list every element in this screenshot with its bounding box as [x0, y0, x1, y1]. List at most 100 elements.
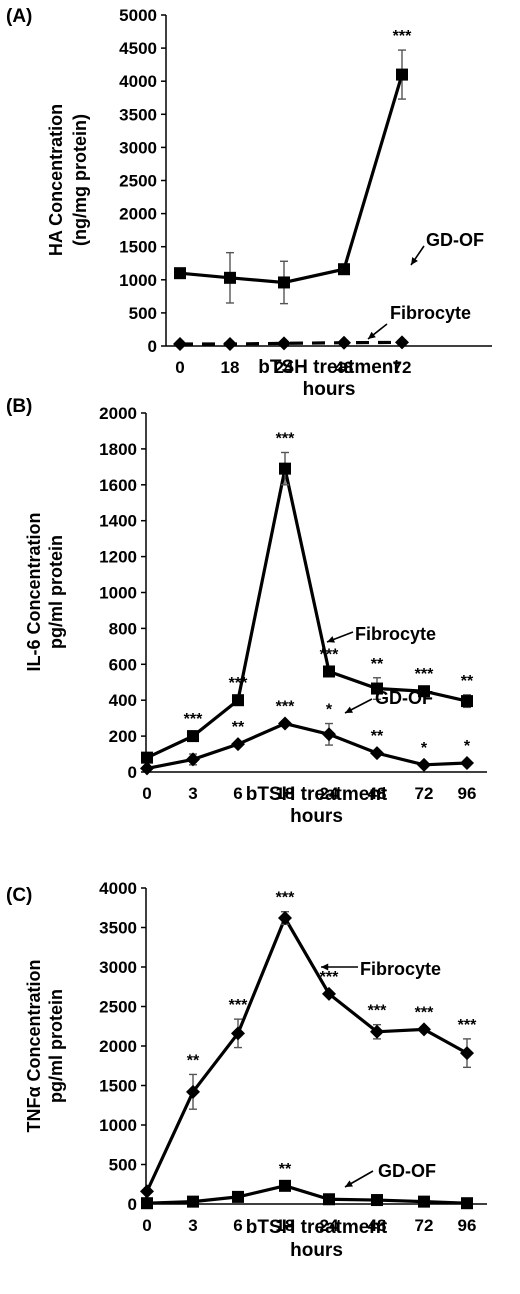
y-tick-label: 0 [128, 1195, 137, 1214]
data-point [232, 1190, 244, 1203]
panel-label: (A) [6, 6, 32, 27]
data-point [141, 1197, 153, 1210]
data-point [141, 751, 153, 764]
x-axis-label: bTSH treatment [246, 1217, 388, 1238]
annotation-arrowhead [345, 1180, 353, 1187]
data-point [370, 1024, 384, 1039]
data-point [461, 1197, 473, 1210]
significance-label: ** [279, 1161, 292, 1178]
annotation-arrowhead [327, 636, 335, 643]
significance-label: *** [276, 430, 295, 447]
data-point [371, 1194, 383, 1207]
data-point [396, 68, 408, 81]
x-tick-label: 3 [188, 784, 197, 803]
y-tick-label: 3000 [99, 958, 137, 977]
data-point [187, 1195, 199, 1208]
y-axis-label: pg/ml protein [46, 989, 66, 1103]
significance-label: *** [276, 699, 295, 716]
y-tick-label: 1000 [99, 584, 137, 603]
series-annotation: GD-OF [378, 1161, 436, 1181]
x-tick-label: 24 [275, 358, 294, 377]
data-point [418, 1195, 430, 1208]
annotation-arrowhead [411, 257, 418, 265]
series-fibrocyte [173, 335, 409, 352]
panel-label: (B) [6, 396, 32, 417]
data-point [232, 694, 244, 707]
data-point [173, 337, 187, 352]
y-tick-label: 1600 [99, 476, 137, 495]
series-annotation: GD-OF [375, 688, 433, 708]
annotation-arrowhead [321, 963, 329, 971]
y-tick-label: 1400 [99, 512, 137, 531]
y-tick-label: 500 [109, 1156, 137, 1175]
x-tick-label: 18 [276, 1216, 295, 1235]
annotation-arrowhead [345, 706, 353, 713]
y-axis-label: pg/ml protein [46, 535, 66, 649]
x-tick-label: 18 [221, 358, 240, 377]
significance-label: ** [461, 673, 474, 690]
x-tick-label: 0 [142, 1216, 151, 1235]
series-line [146, 721, 468, 770]
x-tick-label: 96 [458, 1216, 477, 1235]
significance-label: * [190, 732, 197, 749]
data-point [417, 757, 431, 772]
x-tick-label: 6 [233, 1216, 242, 1235]
significance-label: * [421, 740, 428, 757]
data-point [460, 756, 474, 771]
y-tick-label: 4000 [99, 879, 137, 898]
y-tick-label: 400 [109, 691, 137, 710]
x-tick-label: 6 [233, 784, 242, 803]
x-tick-label: 72 [415, 784, 434, 803]
series-fibrocyte: ***************** ** [141, 430, 474, 764]
data-point [279, 462, 291, 475]
x-tick-label: 96 [458, 784, 477, 803]
y-tick-label: 1200 [99, 548, 137, 567]
significance-label: *** [184, 711, 203, 728]
x-axis-label: bTSH treatment [246, 784, 388, 805]
data-point [187, 730, 199, 743]
significance-label: ** [371, 728, 384, 745]
chart-panel-a: (A) 0 500 1000 1500 2000 2500 3000 3500 4000 4500 5… [6, 6, 492, 400]
x-tick-label: 72 [415, 1216, 434, 1235]
y-tick-label: 4500 [119, 39, 157, 58]
significance-label: *** [276, 890, 295, 907]
x-tick-label: 48 [335, 358, 354, 377]
x-axis-label: bTSH treatment [258, 357, 400, 378]
data-point [322, 986, 336, 1001]
series-annotation: Fibrocyte [390, 303, 471, 323]
chart-panel-c: (C) 0 500 1000 1500 2000 2500 3000 3500 4000 0 3 6 18… [6, 879, 487, 1261]
significance-label: ** [232, 719, 245, 736]
significance-label: *** [458, 1017, 477, 1034]
y-tick-label: 1500 [119, 238, 157, 257]
series-line [146, 1184, 468, 1205]
data-point [461, 695, 473, 708]
data-point [279, 1179, 291, 1192]
series-line [145, 914, 468, 1193]
x-tick-label: 48 [368, 1216, 387, 1235]
y-tick-label: 3500 [99, 919, 137, 938]
significance-label: * [464, 738, 471, 755]
x-tick-label: 0 [142, 784, 151, 803]
data-point [223, 337, 237, 352]
panel-label: (C) [6, 885, 32, 906]
data-point [278, 716, 292, 731]
x-tick-label: 18 [276, 784, 295, 803]
y-tick-label: 3000 [119, 138, 157, 157]
data-point [277, 336, 291, 351]
y-tick-label: 1800 [99, 440, 137, 459]
y-tick-label: 200 [109, 727, 137, 746]
data-point [337, 335, 351, 350]
y-axis-label: IL-6 Concentration [24, 512, 44, 671]
series-gd-of: ****** **** * [140, 699, 474, 776]
y-tick-label: 1000 [99, 1116, 137, 1135]
x-tick-label: 48 [368, 784, 387, 803]
series-annotation: GD-OF [426, 230, 484, 250]
x-tick-label: 24 [320, 784, 339, 803]
series-annotation: Fibrocyte [355, 624, 436, 644]
data-point [370, 746, 384, 761]
series-gd-of: ** [141, 1161, 473, 1210]
significance-label: ** [187, 1052, 200, 1069]
data-point [140, 1184, 154, 1199]
significance-label: *** [393, 28, 412, 45]
